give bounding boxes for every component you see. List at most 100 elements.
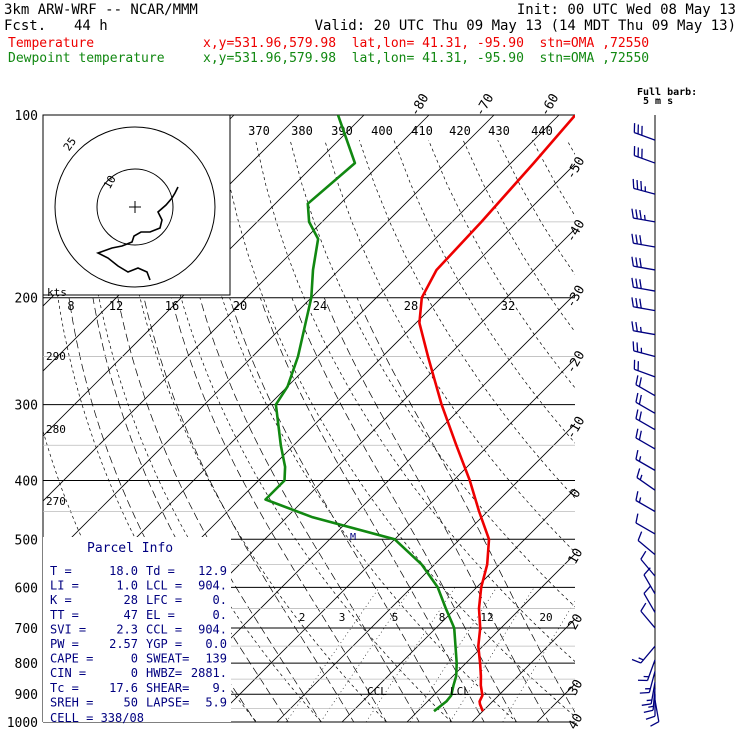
wind-barb <box>639 671 656 694</box>
theta-label: 380 <box>291 124 313 138</box>
wind-barb <box>641 682 656 706</box>
parcel-label: SREH = <box>50 695 93 709</box>
wind-barb <box>650 699 660 727</box>
isotherm-line <box>536 683 575 722</box>
side-theta-label: 280 <box>46 423 66 436</box>
parcel-value: 1.0 <box>116 579 138 593</box>
parcel-label: CAPE = <box>50 652 93 666</box>
mixing-ratio-line <box>285 587 380 722</box>
hodograph-trace <box>95 186 179 281</box>
parcel-value: 2.3 <box>116 622 138 636</box>
parcel-value: 9. <box>213 681 227 695</box>
temperature-tick-label: 40 <box>566 711 587 732</box>
hodograph-ring-inner <box>96 168 174 246</box>
isotherm-line <box>43 115 430 502</box>
pressure-tick-label: 100 <box>15 109 38 124</box>
wind-barb <box>645 694 656 720</box>
moist-adiabat <box>259 297 485 722</box>
init-time: Init: 00 UTC Wed 08 May 13 <box>516 2 736 18</box>
pressure-tick-label: 300 <box>15 399 38 414</box>
parcel-value: 5.9 <box>205 695 227 709</box>
dry-adiabat <box>151 140 453 722</box>
wind-barb <box>631 321 656 336</box>
dewpoint-trace <box>264 115 459 713</box>
parcel-value: 50 <box>124 695 138 709</box>
isotherm-line <box>589 115 740 735</box>
wind-barb <box>632 341 656 358</box>
parcel-value: 28 <box>124 593 138 607</box>
isotherm-line <box>654 115 740 735</box>
mixing-ratio-line <box>365 587 456 722</box>
parcel-value: 2881. <box>191 666 227 680</box>
hodograph-unit-label: kts <box>47 286 67 299</box>
wind-barb <box>643 585 656 613</box>
forecast-hours: 44 h <box>74 18 108 34</box>
wind-barb <box>632 178 656 195</box>
pressure-tick-label: 700 <box>15 622 38 637</box>
temperature-legend-label: Temperature <box>8 36 95 51</box>
mixing-scale-label: 32 <box>501 299 515 313</box>
parcel-value: 139 <box>205 652 227 666</box>
temperature-tick-label: 30 <box>566 677 587 698</box>
mixing-scale-label: 12 <box>109 299 123 313</box>
theta-label: 430 <box>488 124 510 138</box>
parcel-value: 17.6 <box>109 681 138 695</box>
hodograph-inset: 10 25 <box>42 114 231 296</box>
mixing-ratio-line <box>502 600 575 722</box>
parcel-label: LAPSE= <box>146 695 189 709</box>
dry-adiabat <box>289 140 575 608</box>
isotherm-line <box>211 358 575 722</box>
temperature-tick-label: -20 <box>564 349 589 377</box>
parcel-cell: CELL = 338/08 <box>50 711 144 725</box>
theta-label: 390 <box>331 124 353 138</box>
temperature-tick-label: -30 <box>564 283 589 311</box>
temperature-tick-label: 10 <box>566 546 587 567</box>
theta-label: 370 <box>248 124 270 138</box>
wind-barb <box>637 659 656 682</box>
mixing-scale-label: 8 <box>67 299 74 313</box>
side-theta-label: 290 <box>46 350 66 363</box>
dry-adiabat <box>705 140 740 735</box>
parcel-value: 47 <box>124 608 138 622</box>
pressure-tick-label: 200 <box>15 292 38 307</box>
wind-barb <box>635 513 656 535</box>
pressure-tick-label: 400 <box>15 474 38 489</box>
barb-legend-line1: Full barb: <box>637 87 697 98</box>
isotherm-line <box>43 115 560 632</box>
m-marker: M <box>350 532 356 543</box>
lcl-label: LCL <box>450 685 470 698</box>
mixing-ratio-label: 20 <box>539 611 552 624</box>
dry-adiabat <box>497 139 575 276</box>
isotherm-line <box>276 423 575 722</box>
isotherm-line <box>43 115 495 567</box>
wind-barb <box>635 449 656 471</box>
side-theta-label: 270 <box>46 495 66 508</box>
mixing-ratio-label: 5 <box>392 611 399 624</box>
isotherm-line <box>406 553 575 722</box>
wind-barb <box>633 146 656 164</box>
pressure-tick-label: 600 <box>15 581 38 596</box>
wind-barb <box>631 277 656 292</box>
valid-time: Valid: 20 UTC Thu 09 May 13 (14 MDT Thu … <box>314 18 736 34</box>
pressure-tick-label: 800 <box>15 657 38 672</box>
parcel-label: Td = <box>146 564 175 578</box>
theta-label: 410 <box>411 124 433 138</box>
parcel-value: 904. <box>198 622 227 636</box>
pressure-tick-label: 1000 <box>7 716 38 731</box>
temperature-tick-label: -50 <box>564 154 589 182</box>
model-title: 3km ARW-WRF -- NCAR/MMM <box>4 2 198 18</box>
dry-adiabat <box>671 140 740 735</box>
parcel-label: LI = <box>50 579 79 593</box>
dry-adiabat <box>393 139 575 444</box>
wind-barb <box>636 468 656 491</box>
wind-barb <box>631 297 656 312</box>
parcel-value: 0. <box>213 608 227 622</box>
pressure-tick-label: 500 <box>15 533 38 548</box>
hodograph-ring-label-25: 25 <box>61 135 79 153</box>
parcel-label: CCL = <box>146 622 182 636</box>
moist-adiabat <box>229 297 453 722</box>
dewpoint-location: x,y=531.96,579.98 lat,lon= 41.31, -95.90… <box>203 51 650 66</box>
mixing-ratio-label: 8 <box>439 611 446 624</box>
dewpoint-legend-label: Dewpoint temperature <box>8 51 165 66</box>
wind-barb <box>631 208 656 223</box>
